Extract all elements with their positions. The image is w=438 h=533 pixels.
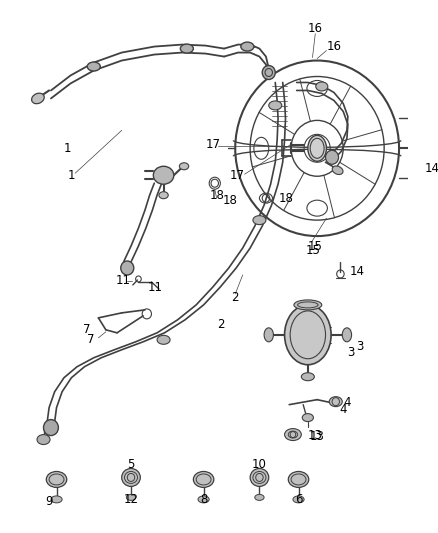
Ellipse shape: [293, 496, 304, 503]
Ellipse shape: [285, 429, 301, 441]
Ellipse shape: [159, 192, 168, 199]
Ellipse shape: [157, 335, 170, 344]
Circle shape: [43, 419, 58, 435]
Ellipse shape: [332, 166, 343, 174]
Text: 3: 3: [347, 346, 354, 359]
Ellipse shape: [37, 434, 50, 445]
Text: 1: 1: [68, 169, 75, 182]
Ellipse shape: [329, 397, 342, 407]
Text: 17: 17: [230, 169, 245, 182]
Text: 1: 1: [64, 142, 71, 155]
Text: 7: 7: [83, 324, 90, 336]
Text: 15: 15: [308, 239, 323, 253]
Ellipse shape: [285, 305, 331, 365]
Ellipse shape: [250, 469, 269, 487]
Text: 15: 15: [306, 244, 321, 256]
Ellipse shape: [269, 101, 282, 110]
Text: 14: 14: [350, 265, 365, 278]
Ellipse shape: [253, 216, 266, 224]
Text: 16: 16: [326, 40, 342, 53]
Ellipse shape: [87, 62, 100, 71]
Ellipse shape: [288, 472, 309, 487]
Ellipse shape: [241, 42, 254, 51]
Text: 18: 18: [279, 192, 294, 205]
Ellipse shape: [308, 135, 326, 161]
Ellipse shape: [294, 300, 322, 310]
Circle shape: [262, 66, 275, 79]
Text: 8: 8: [200, 493, 207, 506]
Text: 5: 5: [127, 458, 134, 471]
Ellipse shape: [126, 495, 136, 500]
Ellipse shape: [302, 414, 314, 422]
Ellipse shape: [180, 163, 189, 169]
Ellipse shape: [153, 166, 174, 184]
Text: 17: 17: [205, 138, 220, 151]
Ellipse shape: [255, 495, 264, 500]
Ellipse shape: [180, 44, 193, 53]
Ellipse shape: [342, 328, 352, 342]
Circle shape: [121, 261, 134, 275]
Ellipse shape: [198, 496, 209, 503]
Text: 3: 3: [356, 340, 364, 353]
Text: 4: 4: [343, 396, 351, 409]
Circle shape: [325, 150, 339, 164]
Text: 11: 11: [116, 274, 131, 287]
Text: 13: 13: [310, 430, 325, 443]
Text: 18: 18: [210, 189, 225, 201]
Ellipse shape: [301, 373, 314, 381]
Ellipse shape: [122, 469, 140, 487]
Ellipse shape: [46, 472, 67, 487]
Text: 12: 12: [124, 493, 138, 506]
Text: 18: 18: [222, 193, 237, 207]
Ellipse shape: [51, 496, 62, 503]
Text: 16: 16: [308, 22, 323, 35]
Text: 2: 2: [232, 292, 239, 304]
Ellipse shape: [316, 82, 328, 91]
Text: 13: 13: [308, 429, 323, 442]
Text: 11: 11: [148, 281, 163, 294]
Text: 10: 10: [252, 458, 267, 471]
Text: 9: 9: [46, 495, 53, 508]
Text: 14: 14: [425, 161, 438, 175]
Text: 4: 4: [339, 403, 347, 416]
Ellipse shape: [32, 93, 44, 104]
Text: 7: 7: [87, 333, 95, 346]
Ellipse shape: [264, 328, 273, 342]
Text: 6: 6: [295, 493, 302, 506]
Text: 2: 2: [218, 318, 225, 332]
Ellipse shape: [193, 472, 214, 487]
